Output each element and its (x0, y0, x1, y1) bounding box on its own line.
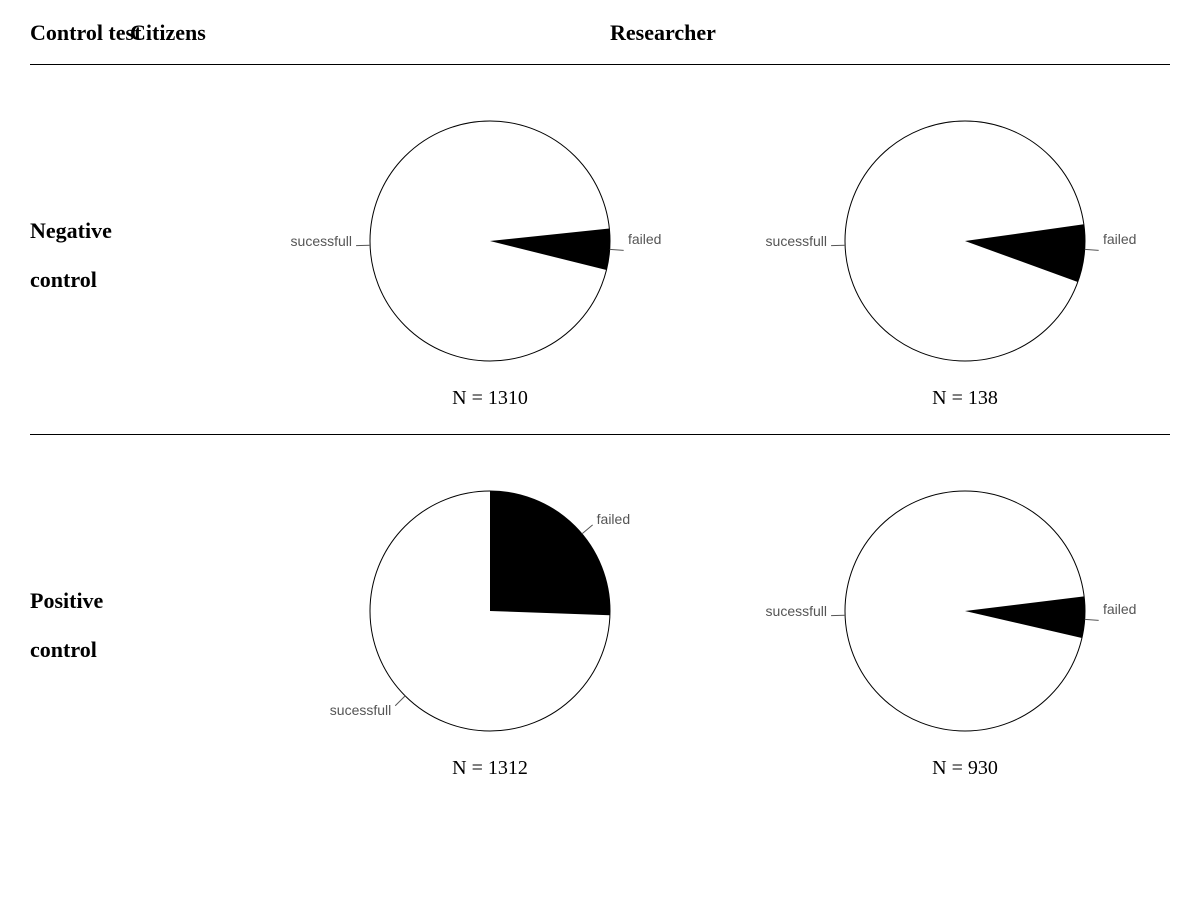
header-right-cell: Researcher (730, 20, 1200, 46)
header-row: Control test Citizens Researcher (30, 20, 1170, 65)
row-label-cell-neg: Negative control (30, 207, 250, 304)
row-positive-control: Positive control failed sucessfull N = 13… (30, 435, 1170, 804)
pie-label-failed: failed (597, 511, 630, 527)
row-label-pos-1: Positive (30, 577, 250, 625)
header-researcher: Researcher (610, 20, 716, 46)
pie-label-successful: sucessfull (291, 233, 352, 249)
pie-label-failed: failed (1103, 231, 1136, 247)
header-control-test: Control test (30, 20, 141, 45)
row-label-neg-1: Negative (30, 207, 250, 255)
pie-neg-researcher: failedsucessfull (775, 101, 1155, 381)
pie-pos-citizens: failed sucessfull (300, 471, 680, 751)
pie-label-failed: failed (628, 231, 661, 247)
pie-pos-researcher: failedsucessfull (775, 471, 1155, 751)
pie-label-successful: sucessfull (766, 603, 827, 619)
header-citizens: Citizens (130, 20, 206, 46)
leader-line-failed (610, 249, 624, 250)
row-negative-control: Negative control failedsucessfull N = 13… (30, 65, 1170, 435)
row-label-block-pos: Positive control (30, 577, 250, 674)
row-label-neg-2: control (30, 256, 250, 304)
figure-table: Control test Citizens Researcher Negativ… (0, 0, 1200, 824)
n-neg-researcher: N = 138 (932, 387, 998, 410)
cell-neg-citizens: failedsucessfull N = 1310 (250, 101, 730, 410)
row-label-cell-pos: Positive control (30, 577, 250, 674)
cell-pos-researcher: failedsucessfull N = 930 (730, 471, 1200, 780)
leader-line-successful (395, 696, 405, 706)
pie-neg-citizens: failedsucessfull (300, 101, 680, 381)
n-pos-citizens: N = 1312 (452, 757, 528, 780)
pie-slice-failed (490, 491, 610, 615)
leader-line-failed (1085, 249, 1099, 250)
pie-label-failed: failed (1103, 601, 1136, 617)
pie-label-successful: sucessfull (330, 702, 391, 718)
row-label-pos-2: control (30, 626, 250, 674)
cell-pos-citizens: failed sucessfull N = 1312 (250, 471, 730, 780)
n-pos-researcher: N = 930 (932, 757, 998, 780)
leader-line-failed (582, 525, 593, 534)
leader-line-failed (1085, 619, 1099, 620)
row-label-block-neg: Negative control (30, 207, 250, 304)
n-neg-citizens: N = 1310 (452, 387, 528, 410)
pie-label-successful: sucessfull (766, 233, 827, 249)
cell-neg-researcher: failedsucessfull N = 138 (730, 101, 1200, 410)
